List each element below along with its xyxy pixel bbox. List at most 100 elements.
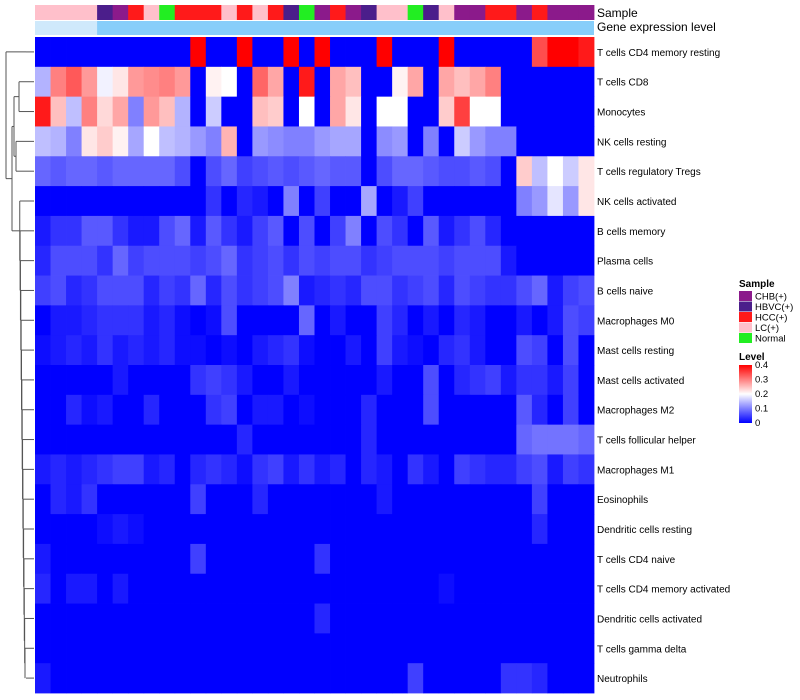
heatmap-cell	[423, 425, 439, 455]
heatmap-cell	[361, 37, 377, 67]
heatmap-cell	[516, 514, 532, 544]
heatmap-cell	[547, 216, 563, 246]
heatmap-cell	[377, 97, 393, 127]
heatmap-cell	[408, 574, 424, 604]
heatmap-cell	[221, 67, 237, 97]
heatmap-cell	[501, 246, 517, 276]
heatmap-cell	[283, 544, 299, 574]
heatmap-cell	[454, 37, 470, 67]
heatmap-cell	[439, 365, 455, 395]
heatmap-cell	[485, 216, 501, 246]
heatmap-cell	[144, 37, 160, 67]
heatmap-cell	[175, 246, 191, 276]
heatmap-cell	[206, 425, 222, 455]
heatmap-cell	[454, 246, 470, 276]
heatmap-cell	[175, 604, 191, 634]
heatmap-cell	[113, 395, 129, 425]
sample-annotation-cell	[563, 5, 579, 20]
sample-annotation-cell	[66, 5, 82, 20]
heatmap-cell	[82, 37, 98, 67]
heatmap-cell	[237, 454, 253, 484]
heatmap-cell	[346, 186, 362, 216]
heatmap-cell	[470, 156, 486, 186]
heatmap-cell	[66, 216, 82, 246]
heatmap-cell	[221, 305, 237, 335]
heatmap-cell	[346, 276, 362, 306]
heatmap-cell	[501, 186, 517, 216]
legend-swatch	[739, 291, 752, 301]
heatmap-cell	[315, 454, 331, 484]
heatmap-cell	[454, 305, 470, 335]
heatmap-cell	[470, 216, 486, 246]
heatmap-cell	[237, 37, 253, 67]
heatmap-cell	[237, 425, 253, 455]
heatmap-cell	[454, 633, 470, 663]
heatmap-cell	[144, 67, 160, 97]
sample-annotation-cell	[485, 5, 501, 20]
heatmap-cell	[315, 126, 331, 156]
heatmap-cell	[268, 37, 284, 67]
heatmap-cell	[315, 365, 331, 395]
heatmap-cell	[97, 425, 113, 455]
heatmap-cell	[237, 246, 253, 276]
heatmap-cell	[454, 454, 470, 484]
heatmap-cell	[51, 425, 67, 455]
heatmap-cell	[97, 97, 113, 127]
heatmap-cell	[82, 216, 98, 246]
heatmap-cell	[377, 335, 393, 365]
heatmap-cell	[35, 246, 51, 276]
heatmap-cell	[392, 604, 408, 634]
heatmap-cell	[82, 246, 98, 276]
heatmap-cell	[190, 37, 206, 67]
heatmap-cell	[361, 365, 377, 395]
heatmap-cell	[237, 305, 253, 335]
heatmap-cell	[501, 514, 517, 544]
heatmap-cell	[532, 633, 548, 663]
heatmap-cell	[159, 514, 175, 544]
heatmap-cell	[82, 484, 98, 514]
heatmap-cell	[578, 395, 594, 425]
heatmap-cell	[501, 216, 517, 246]
heatmap-cell	[423, 365, 439, 395]
heatmap-cell	[392, 395, 408, 425]
heatmap-cell	[206, 484, 222, 514]
heatmap-cell	[330, 216, 346, 246]
heatmap-cell	[392, 67, 408, 97]
heatmap-cell	[408, 484, 424, 514]
heatmap-cell	[346, 335, 362, 365]
heatmap-cell	[82, 514, 98, 544]
heatmap-cell	[516, 335, 532, 365]
heatmap-cell	[190, 484, 206, 514]
heatmap-cell	[268, 484, 284, 514]
heatmap-cell	[485, 633, 501, 663]
heatmap-cell	[299, 246, 315, 276]
heatmap-cell	[35, 186, 51, 216]
heatmap-cell	[128, 67, 144, 97]
heatmap-cell	[159, 425, 175, 455]
heatmap-cell	[377, 67, 393, 97]
heatmap-cell	[423, 574, 439, 604]
heatmap-cell	[221, 335, 237, 365]
heatmap-cell	[175, 365, 191, 395]
heatmap-cell	[190, 97, 206, 127]
heatmap-cell	[315, 67, 331, 97]
sample-annotation-cell	[377, 5, 393, 20]
heatmap-cell	[97, 484, 113, 514]
heatmap-cell	[516, 484, 532, 514]
heatmap-cell	[144, 425, 160, 455]
heatmap-cell	[159, 633, 175, 663]
sample-annotation-track	[35, 5, 594, 20]
heatmap-cell	[547, 186, 563, 216]
heatmap-cell	[485, 305, 501, 335]
heatmap-cell	[532, 514, 548, 544]
heatmap-cell	[35, 97, 51, 127]
heatmap-cell	[159, 335, 175, 365]
heatmap-cell	[439, 633, 455, 663]
heatmap-cell	[423, 67, 439, 97]
heatmap-cell	[330, 67, 346, 97]
heatmap-cell	[346, 305, 362, 335]
heatmap-cell	[377, 126, 393, 156]
heatmap-cell	[408, 425, 424, 455]
heatmap-cell	[252, 663, 268, 693]
heatmap-cell	[97, 514, 113, 544]
